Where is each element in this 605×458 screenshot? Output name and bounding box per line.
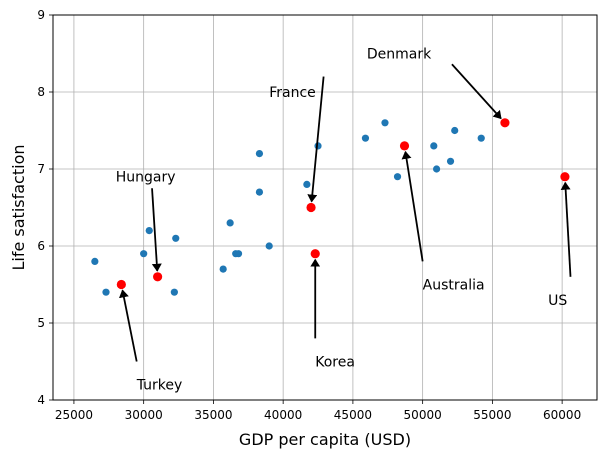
data-point: [91, 257, 99, 265]
annotation-arrow: [401, 150, 424, 262]
x-tick-label: 25000: [55, 408, 93, 422]
highlighted-point: [560, 172, 570, 182]
annotation-arrow: [560, 181, 572, 277]
ticks: 25000 30000 35000 40000 45000 50000 55000 60000…: [37, 8, 581, 422]
y-tick-label: 8: [37, 85, 45, 99]
plot-frame: [52, 14, 598, 401]
x-tick-label: 30000: [125, 408, 163, 422]
highlighted-point: [306, 202, 316, 213]
highlighted-point: [310, 249, 320, 259]
y-tick-label: 9: [37, 8, 45, 22]
annotations: Turkey Hungary France Korea Australia Denmark…: [116, 47, 572, 394]
data-point: [430, 142, 438, 150]
data-point: [234, 250, 243, 258]
data-point: [446, 157, 455, 165]
annotation-label: France: [269, 85, 316, 101]
annotation-label: US: [548, 293, 567, 309]
x-tick-label: 50000: [404, 408, 442, 422]
data-point: [451, 126, 459, 135]
highlighted-point: [153, 272, 163, 282]
data-point: [102, 288, 110, 296]
data-point: [432, 165, 441, 173]
y-axis-label: Life satisfaction: [9, 145, 28, 271]
data-point: [303, 180, 311, 188]
data-point: [172, 234, 180, 242]
data-point: [226, 219, 234, 227]
x-tick-label: 35000: [194, 408, 232, 422]
x-axis-label: GDP per capita (USD): [239, 430, 411, 449]
highlighted-point: [116, 279, 126, 290]
y-tick-label: 4: [37, 393, 45, 407]
highlighted-point: [500, 118, 510, 128]
data-points: [91, 118, 570, 296]
annotation-arrow: [451, 63, 502, 120]
data-point: [381, 119, 389, 127]
data-point: [255, 188, 264, 196]
data-point: [140, 250, 148, 258]
x-tick-label: 55000: [473, 408, 511, 422]
data-point: [255, 150, 264, 158]
annotation-label: Australia: [423, 278, 485, 294]
annotation-arrow: [151, 188, 162, 272]
data-point: [477, 134, 485, 142]
x-tick-label: 60000: [543, 408, 581, 422]
data-point: [361, 134, 370, 142]
x-tick-label: 40000: [264, 408, 302, 422]
y-tick-label: 5: [37, 316, 45, 330]
annotation-label: Korea: [315, 355, 355, 371]
annotation-arrow: [118, 289, 138, 362]
highlighted-point: [399, 141, 410, 151]
y-tick-label: 7: [37, 162, 45, 176]
annotation-label: Denmark: [367, 47, 432, 63]
annotation-label: Turkey: [136, 378, 183, 394]
x-tick-label: 45000: [334, 408, 372, 422]
annotation-arrow: [307, 76, 325, 203]
y-tick-label: 6: [37, 239, 45, 253]
data-point: [219, 265, 227, 273]
data-point: [393, 173, 402, 181]
data-point: [145, 227, 153, 235]
annotation-label: Hungary: [116, 170, 176, 186]
data-point: [170, 288, 178, 296]
data-point: [265, 242, 273, 250]
